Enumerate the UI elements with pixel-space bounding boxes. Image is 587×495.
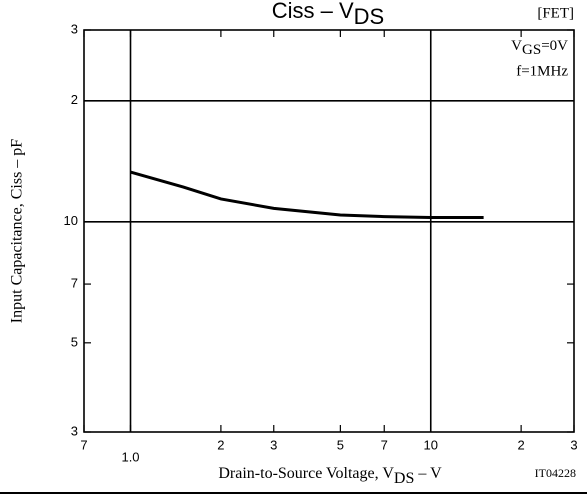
figure-code: IT04228 [535,466,576,480]
y-tick-label: 10 [64,213,78,228]
x-tick-label: 1.0 [121,449,139,464]
x-tick-label: 7 [80,437,87,452]
tag: [FET] [537,5,574,21]
chart-title: Ciss – VDS [272,0,384,29]
annotation: VGS=0V [511,38,568,58]
x-tick-label: 5 [337,437,344,452]
x-tick-label: 3 [570,437,577,452]
y-tick-label: 5 [71,334,78,349]
plot-frame [83,29,575,433]
y-tick-label: 3 [71,423,78,438]
y-tick-label: 3 [71,21,78,36]
x-tick-label: 2 [518,437,525,452]
y-tick-label: 2 [71,92,78,107]
x-axis-label: Drain-to-Source Voltage, VDS – V [218,465,442,487]
curve [130,170,484,219]
x-tick-label: 7 [381,437,388,452]
y-axis-label: Input Capacitance, Ciss – pF [9,139,26,324]
x-tick-label: 3 [270,437,277,452]
x-tick-label: 10 [424,437,438,452]
y-tick-label: 7 [71,276,78,291]
annotation: f=1MHz [516,63,568,79]
x-tick-label: 2 [217,437,224,452]
